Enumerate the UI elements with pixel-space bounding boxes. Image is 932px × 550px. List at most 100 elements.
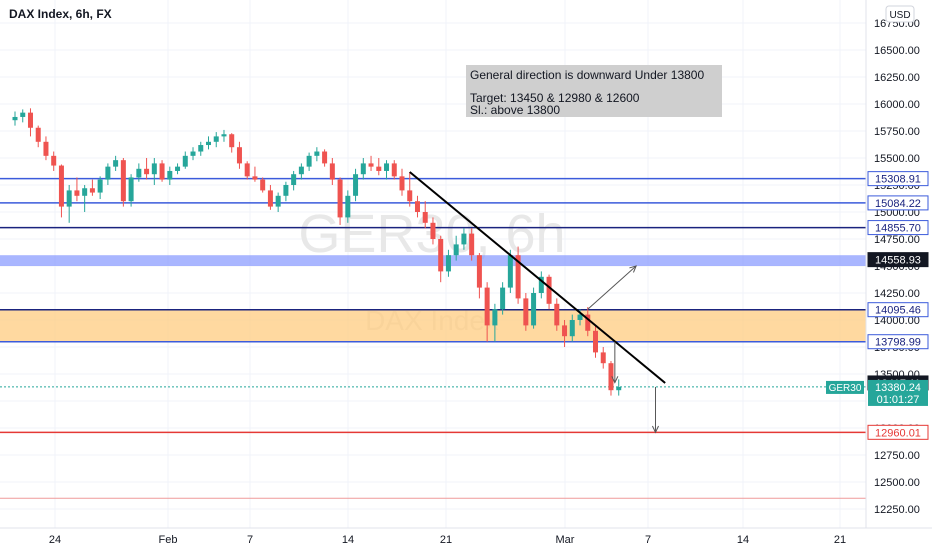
arrows [587,265,659,434]
y-tick-label: 15500.00 [874,153,920,165]
y-tick-label: 16000.00 [874,99,920,111]
candle-body [20,112,26,117]
y-tick-label: 14000.00 [874,315,920,327]
candle-body [66,190,72,207]
candle-body [414,201,420,212]
price-label-badge [867,252,929,268]
candle-body [469,233,475,256]
candle-body [74,190,80,196]
current-price-value: 13380.24 [875,382,921,394]
candle-body [360,163,366,175]
candle-body [407,190,413,202]
x-tick-label: Feb [159,534,178,546]
arrow-head [651,425,659,434]
candle-body [120,160,126,202]
price-axis-background [866,0,932,550]
candle-body [229,134,235,148]
candle-body [236,147,242,164]
candle-body [538,276,544,293]
price-label-text: 12960.01 [875,427,921,439]
candle-body [523,298,529,326]
current-price-badge: GER30 13380.24 01:01:27 [826,379,928,406]
candle-body [384,163,390,171]
candle-body [376,166,382,171]
y-tick-label: 12750.00 [874,450,920,462]
price-label-badge [867,424,929,440]
x-tick-label: 21 [440,534,452,546]
annotation-box[interactable]: General direction is downward Under 1380… [466,65,722,117]
candle-body [438,239,444,272]
trendline[interactable] [409,171,666,384]
zones [0,255,866,342]
candle-body [244,163,250,177]
candle-body [345,195,351,218]
candle-body [252,176,258,180]
candle-body [616,386,622,391]
candle-body [507,255,513,288]
candle-body [577,314,583,320]
arrow-shaft [587,265,637,310]
candle-body [82,188,88,196]
candle-body [58,165,64,207]
candle-body [531,293,537,326]
candle-body [275,195,281,207]
candle-body [283,185,289,196]
candle-body [585,314,591,331]
candle-body [368,163,374,167]
y-tick-label: 14750.00 [874,234,920,246]
candle-body [167,170,173,180]
candle-body [12,116,18,121]
candle-body [136,168,142,178]
candle-body [128,177,134,202]
candle-body [144,168,150,175]
current-price-name-badge [826,380,864,394]
candle-body [554,303,560,326]
y-tick-label: 12500.00 [874,477,920,489]
symbol-title[interactable]: DAX Index, 6h, FX [9,7,112,21]
candle-body [608,363,614,391]
candle-body [51,155,57,166]
candle-body [337,179,343,218]
current-price-name: GER30 [829,383,862,394]
candle-body [562,325,568,337]
candle-body [569,320,575,337]
candle-body [422,212,428,223]
annotation-line-1: General direction is downward Under 1380… [470,68,704,82]
price-zone [0,255,866,266]
candle-body [461,233,467,245]
price-label-text: 14095.46 [875,305,921,317]
candle-body [221,134,227,137]
arrow-head [629,265,637,273]
x-tick-label: 14 [342,534,354,546]
price-label-badge [867,171,929,187]
candle-body [182,155,188,167]
y-tick-label: 12250.00 [874,504,920,516]
candle-body [600,352,606,364]
currency-button[interactable]: USD [885,5,915,23]
candle-body [546,276,552,304]
candle-body [267,190,273,207]
candle-body [484,287,490,326]
candle-body [175,166,181,171]
x-tick-label: 7 [645,534,651,546]
candle-body [353,174,359,196]
candle-body [445,255,451,272]
candle-body [492,309,498,326]
price-label-badge [867,334,929,350]
candle-body [391,163,397,177]
candle-body [43,141,49,156]
candle-body [213,136,219,142]
candle-body [105,166,111,180]
price-label-text: 14558.93 [875,255,921,267]
candle-body [322,151,328,164]
candle-body [190,151,196,156]
arrow-head [611,376,619,384]
candle-body [113,160,119,167]
candle-body [476,255,482,288]
price-label-text: 15084.22 [875,198,921,210]
x-tick-label: Mar [556,534,575,546]
candle-body [500,287,506,310]
y-tick-label: 15750.00 [874,126,920,138]
price-label-badge [867,302,929,318]
